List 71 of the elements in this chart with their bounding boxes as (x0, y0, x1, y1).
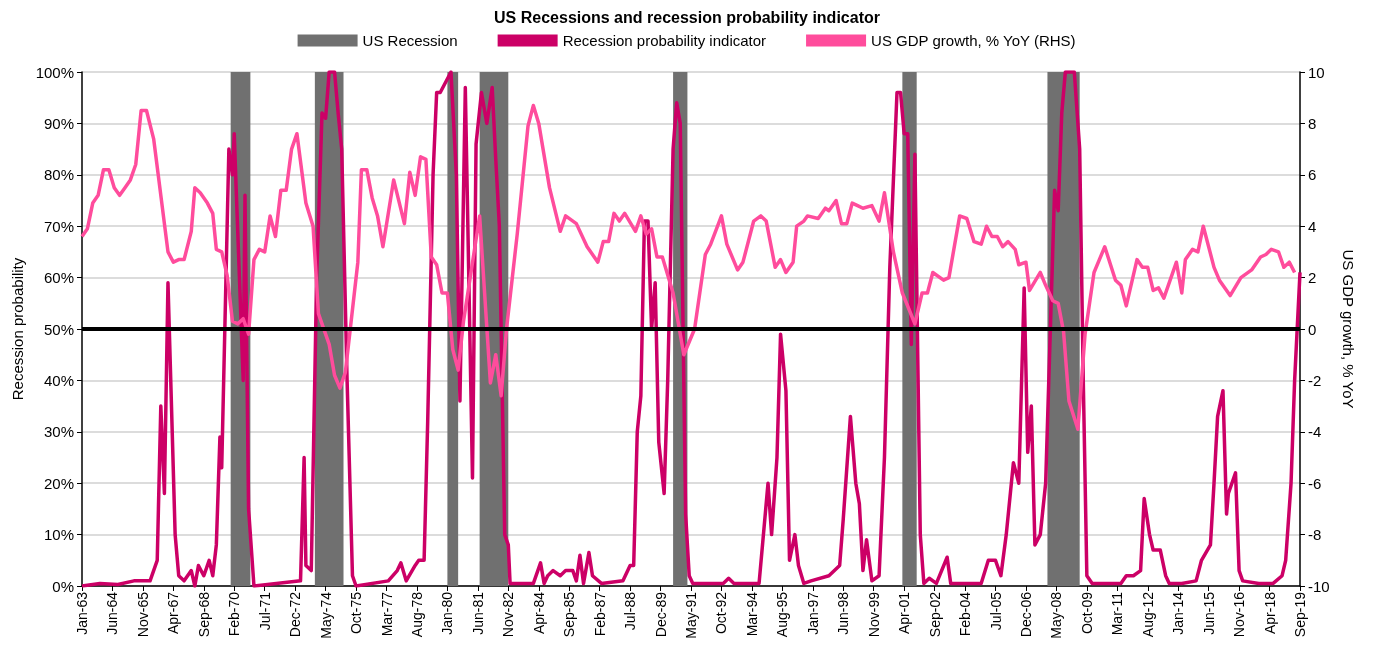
y2-tick-label: -4 (1308, 423, 1322, 441)
y2-tick-label: 8 (1308, 114, 1317, 132)
x-tick-label: Jul-05 (987, 591, 1004, 631)
y-tick-label: 80% (43, 166, 74, 184)
x-tick-label: Sep-68 (195, 591, 212, 638)
x-tick-label: Sep-85 (561, 591, 578, 638)
x-tick-label: Apr-18 (1261, 591, 1278, 635)
x-tick-label: Jul-88 (622, 591, 639, 631)
chart-title: US Recessions and recession probability indicator (494, 8, 880, 26)
line-series (80, 70, 1302, 588)
x-tick-label: Mar-77 (378, 591, 395, 637)
y-tick-label: 30% (43, 423, 74, 441)
x-tick-label: May-91 (683, 591, 699, 639)
y-tick-label: 40% (43, 371, 74, 389)
x-tick-label: Oct-75 (348, 591, 365, 635)
y-tick-label: 20% (43, 474, 74, 492)
x-tick-label: Apr-67 (165, 591, 182, 635)
y2-tick-label: 4 (1308, 217, 1317, 235)
x-tick-label: Jan-14 (1170, 591, 1187, 635)
x-tick-label: Apr-84 (530, 591, 547, 635)
x-tick-label: Apr-01 (896, 591, 913, 635)
y-tick-label: 100% (35, 63, 74, 81)
x-tick-label: Sep-02 (926, 591, 943, 638)
y-axis-title: Recession probability (8, 257, 26, 401)
y-tick-label: 60% (43, 269, 74, 287)
x-tick-label: Aug-12 (1139, 591, 1156, 638)
x-tick-label: Mar-94 (743, 591, 760, 637)
y-tick-label: 10% (43, 526, 74, 544)
y-tick-label: 90% (43, 114, 74, 132)
x-tick-label: Nov-16 (1231, 591, 1248, 638)
legend-label: Recession probability indicator (562, 32, 767, 49)
legend-label: US Recession (362, 32, 458, 49)
x-tick-label: Dec-06 (1017, 591, 1034, 638)
x-tick-label: Jan-97 (804, 591, 821, 635)
x-tick-label: Oct-92 (713, 591, 730, 635)
y2-tick-label: 6 (1308, 166, 1317, 184)
y2-tick-label: -10 (1308, 577, 1330, 595)
y2-tick-label: 0 (1308, 320, 1317, 338)
y2-tick-label: 2 (1308, 269, 1317, 287)
x-tick-label: May-74 (317, 591, 334, 639)
x-tick-label: Nov-82 (500, 591, 517, 638)
x-tick-label: Feb-04 (957, 591, 974, 637)
x-tick-label: May-08 (1048, 591, 1065, 639)
y2-tick-label: -6 (1308, 474, 1322, 492)
y-tick-label: 50% (43, 320, 74, 338)
x-tick-label: Jan-80 (439, 591, 456, 635)
x-tick-label: Jun-15 (1200, 591, 1217, 635)
x-tick-label: Dec-89 (652, 591, 669, 638)
x-tick-label: Dec-72 (287, 591, 304, 638)
y2-tick-label: -2 (1308, 371, 1322, 389)
y2-tick-label: 10 (1308, 63, 1325, 81)
y2-tick-label: -8 (1308, 526, 1322, 544)
y2-axis-title: US GDP growth, % YoY (1339, 249, 1357, 409)
x-tick-label: Jun-64 (104, 591, 121, 635)
x-tick-label: Feb-87 (591, 591, 608, 637)
x-tick-label: Mar-11 (1109, 591, 1126, 636)
x-tick-label: Nov-99 (865, 591, 882, 638)
x-tick-label: Aug-95 (774, 591, 791, 638)
x-tick-label: Oct-09 (1078, 591, 1095, 635)
x-tick-label: Feb-70 (226, 591, 243, 637)
x-tick-label: Jun-81 (469, 591, 486, 635)
line-series (80, 103, 1297, 431)
x-tick-label: Aug-78 (408, 591, 425, 638)
x-tick-label: Sep-19 (1292, 591, 1308, 638)
y-tick-label: 70% (43, 217, 74, 235)
x-tick-label: Jun-98 (835, 591, 852, 635)
y-tick-label: 0% (52, 577, 74, 595)
x-tick-label: Jul-71 (256, 591, 273, 631)
legend-label: US GDP growth, % YoY (RHS) (871, 32, 1076, 49)
x-tick-label: Jan-63 (74, 591, 90, 635)
x-tick-label: Nov-65 (134, 591, 151, 638)
